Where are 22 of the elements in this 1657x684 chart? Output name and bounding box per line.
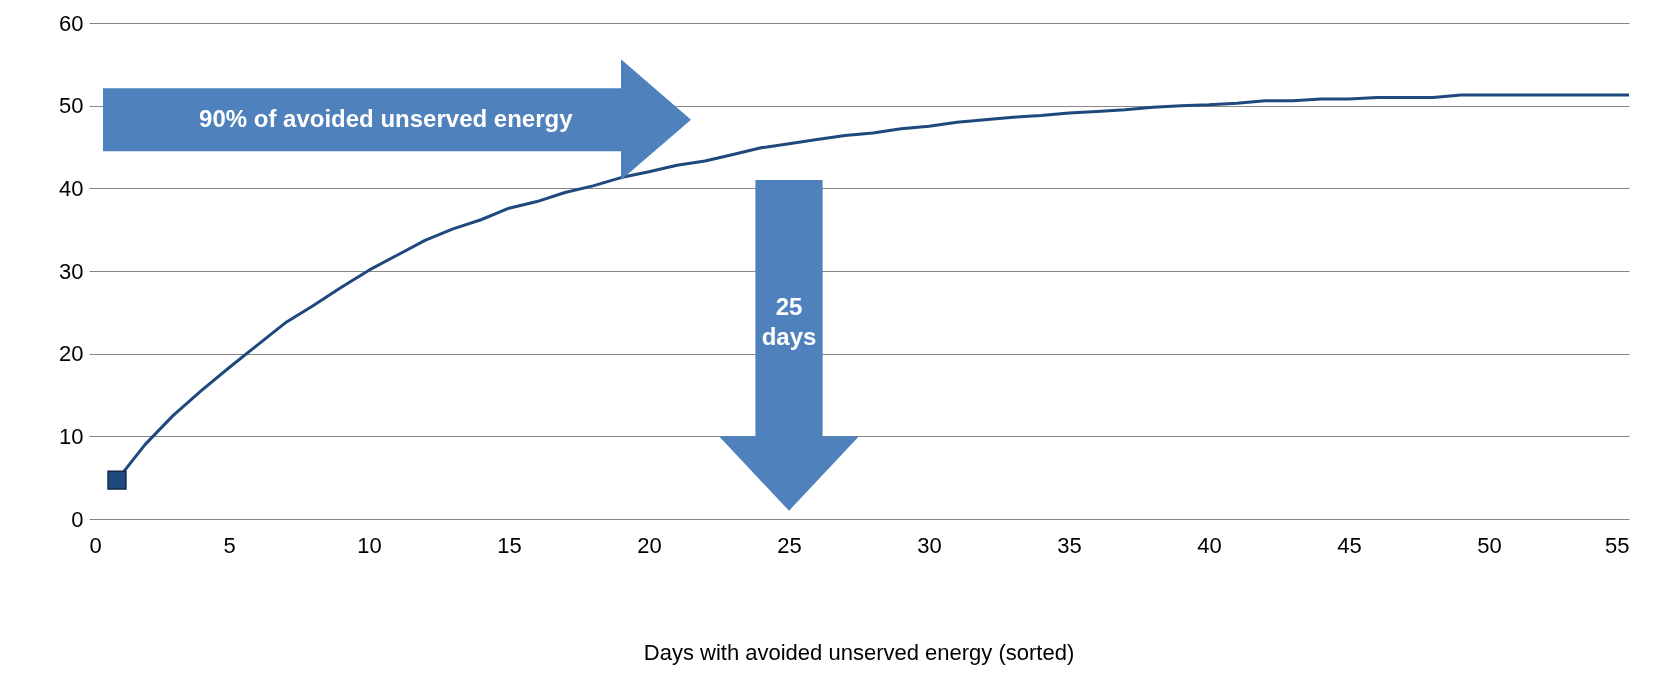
y-tick-label: 30 <box>59 258 84 284</box>
annotation: 25 days <box>761 293 817 351</box>
x-tick-label: 55 <box>1605 532 1630 558</box>
y-tick-label: 10 <box>59 423 84 449</box>
y-tick-label: 60 <box>59 10 84 36</box>
x-tick-label: 5 <box>223 532 236 558</box>
x-tick-label: 25 <box>777 532 802 558</box>
y-tick-label: 0 <box>71 506 84 532</box>
x-axis-title: Days with avoided unserved energy (sorted) <box>643 640 1075 665</box>
y-tick-label: 40 <box>59 175 84 201</box>
x-tick-label: 15 <box>497 532 522 558</box>
x-tick-label: 45 <box>1337 532 1362 558</box>
x-tick-label: 0 <box>89 532 102 558</box>
x-tick-label: 30 <box>917 532 942 558</box>
y-tick-label: 20 <box>59 341 84 367</box>
x-tick-label: 35 <box>1057 532 1082 558</box>
y-tick-label: 50 <box>59 93 84 119</box>
x-tick-label: 20 <box>637 532 662 558</box>
x-tick-label: 10 <box>357 532 382 558</box>
annotation: 90% of avoided unserved energy <box>199 104 574 132</box>
x-tick-label: 40 <box>1197 532 1222 558</box>
x-tick-label: 50 <box>1477 532 1502 558</box>
